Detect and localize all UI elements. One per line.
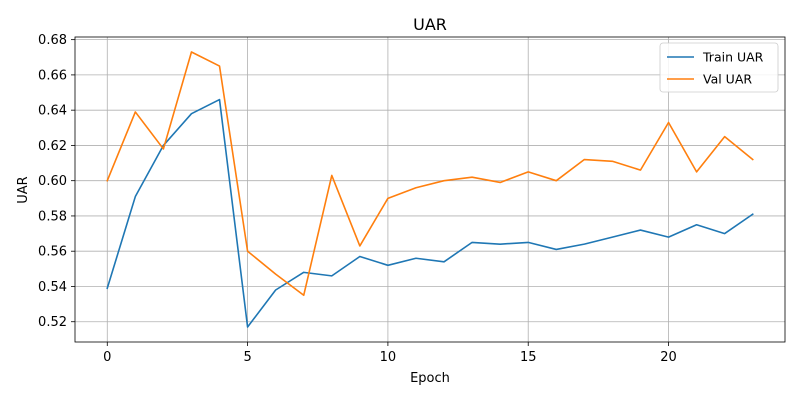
y-tick-label: 0.68 [38,33,67,48]
x-tick-label: 5 [243,350,251,365]
y-tick-label: 0.62 [38,139,67,154]
y-axis-title: UAR [16,176,31,203]
y-tick-label: 0.60 [38,174,67,189]
series-line-train-uar [106,98,754,328]
y-tick-label: 0.66 [38,68,67,83]
y-tick-label: 0.56 [38,245,67,260]
plot-area-frame [74,36,786,343]
grid-lines [75,37,785,342]
x-tick-label: 15 [520,350,537,365]
axis-ticks: 0 5 10 15 20 0.52 0.54 0.56 0.58 0.60 0.62 0.64 0.66… [38,33,677,365]
legend-label: Val UAR [703,72,752,87]
chart-title: UAR [413,15,447,34]
y-tick-label: 0.54 [38,280,67,295]
y-tick-label: 0.52 [38,315,67,330]
y-tick-label: 0.64 [38,104,67,119]
legend-label: Train UAR [702,50,764,65]
legend: Train UAR Val UAR [659,42,779,93]
series-line-val-uar [106,51,754,297]
x-axis-title: Epoch [410,371,450,386]
x-tick-label: 20 [660,350,677,365]
x-tick-label: 10 [380,350,397,365]
series-lines [106,51,754,328]
y-tick-label: 0.58 [38,209,67,224]
x-tick-label: 0 [103,350,111,365]
